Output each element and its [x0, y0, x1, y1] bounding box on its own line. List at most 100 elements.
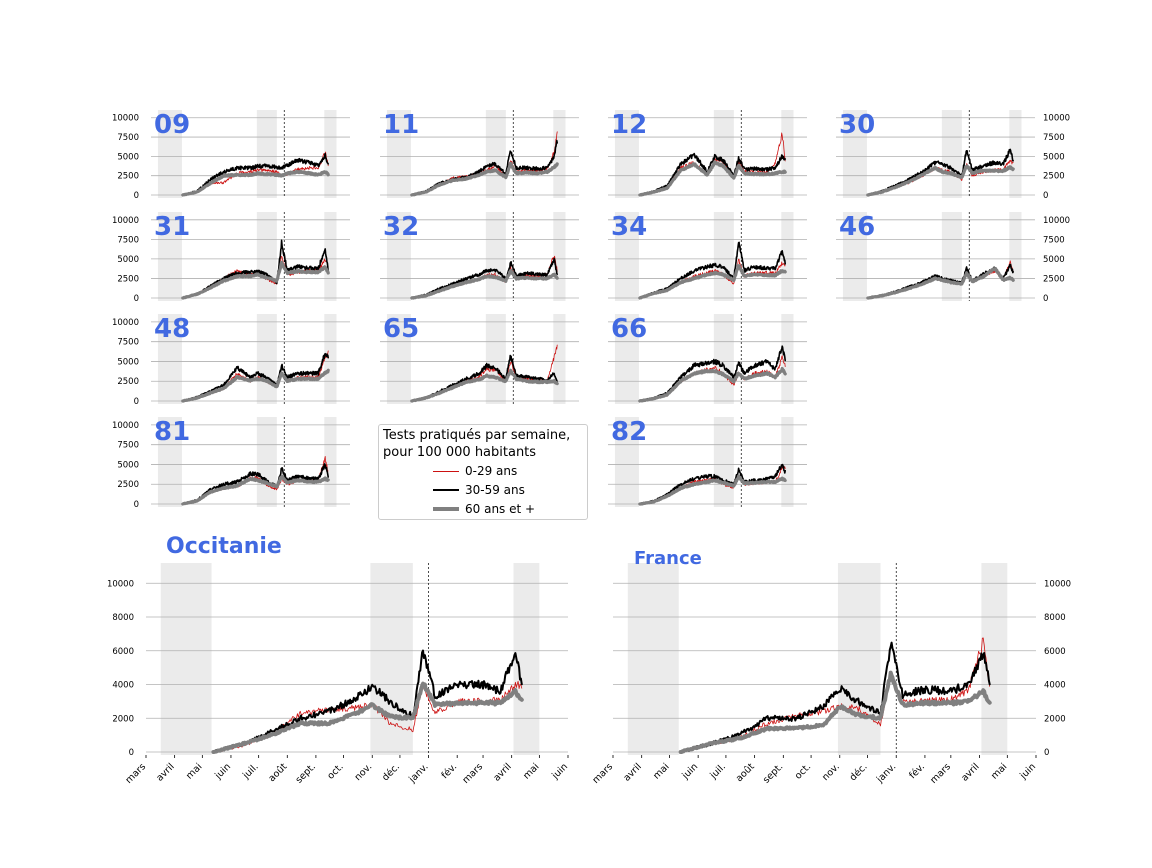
x-tick-label-occitanie-15: juin [549, 761, 570, 782]
y-tick-label-48-2500: 2500 [117, 377, 139, 387]
legend-title-line1: Tests pratiqués par semaine, [383, 428, 571, 443]
panel-title-30: 30 [839, 110, 875, 140]
y-tick-label-48-5000: 5000 [117, 357, 139, 367]
panel-title-32: 32 [383, 212, 419, 242]
y-tick-label-31-10000: 10000 [112, 216, 139, 226]
lockdown-shade-09-2 [256, 110, 277, 198]
y-tick-label-france-0: 0 [1044, 748, 1049, 758]
y-tick-label-46-10000: 10000 [1043, 216, 1070, 226]
y-tick-label-46-0: 0 [1043, 294, 1048, 304]
panel-30: 0 2500 5000 7500 10000 30 [836, 110, 1070, 201]
x-tick-label-france-14: mai [989, 761, 1009, 781]
x-tick-label-occitanie-10: janv. [406, 761, 430, 785]
x-tick-label-france-12: mars [928, 761, 953, 786]
y-tick-label-81-5000: 5000 [117, 460, 139, 470]
panel-12: 12 [608, 110, 807, 198]
panel-title-31: 31 [154, 212, 190, 242]
y-tick-label-81-7500: 7500 [117, 441, 139, 451]
panel-11: 11 [380, 110, 579, 198]
lockdown-shade-65-2 [485, 314, 506, 404]
series-line-30-30-59-ans [867, 148, 1014, 196]
legend-label-30-59: 30-59 ans [465, 483, 525, 497]
y-tick-label-09-10000: 10000 [112, 114, 139, 124]
lockdown-shade-32-3 [553, 212, 566, 301]
y-tick-label-france-4000: 4000 [1044, 681, 1066, 691]
panel-46: 0 2500 5000 7500 10000 46 [836, 212, 1070, 304]
series-line-09-30-59-ans [182, 152, 329, 196]
x-tick-label-occitanie-4: juil. [240, 761, 260, 781]
y-tick-label-48-0: 0 [134, 397, 139, 407]
x-tick-label-occitanie-7: oct. [325, 761, 345, 781]
y-tick-label-48-10000: 10000 [112, 318, 139, 328]
y-tick-label-30-0: 0 [1043, 191, 1048, 201]
x-tick-label-occitanie-8: nov. [353, 761, 375, 783]
panel-title-34: 34 [611, 212, 647, 242]
x-tick-label-france-1: avril [621, 761, 643, 783]
series-line-81-60-ans-et- [181, 474, 330, 506]
lockdown-shade-11-2 [485, 110, 506, 198]
x-tick-label-occitanie-0: mars [123, 761, 148, 786]
panel-title-occitanie: Occitanie [166, 534, 282, 559]
lockdown-shade-occitanie-3 [513, 563, 540, 755]
y-tick-label-france-2000: 2000 [1044, 714, 1066, 724]
panel-65: 65 [380, 314, 579, 404]
y-tick-label-30-7500: 7500 [1043, 133, 1065, 143]
series-line-occitanie-60-ans-et- [211, 681, 524, 754]
y-tick-label-france-8000: 8000 [1044, 613, 1066, 623]
lockdown-shade-46-3 [1009, 212, 1022, 301]
series-line-66-60-ans-et- [638, 366, 787, 403]
series-line-12-60-ans-et- [638, 160, 787, 197]
panel-66: 66 [608, 314, 807, 404]
x-tick-label-occitanie-9: déc. [380, 761, 402, 783]
panel-82: 82 [608, 417, 807, 507]
lockdown-shade-48-2 [256, 314, 277, 404]
series-line-france-60-ans-et- [678, 670, 992, 754]
y-tick-label-81-0: 0 [134, 500, 139, 510]
lockdown-shade-32-2 [485, 212, 506, 301]
series-line-46-60-ans-et- [866, 267, 1015, 300]
series-line-31-60-ans-et- [181, 260, 330, 300]
panel-title-france: France [634, 548, 702, 569]
panel-title-12: 12 [611, 110, 647, 140]
x-tick-label-france-11: fév. [907, 761, 927, 781]
panel-title-81: 81 [154, 417, 190, 447]
x-tick-label-france-7: oct. [793, 761, 813, 781]
panel-title-82: 82 [611, 417, 647, 447]
x-tick-label-occitanie-2: mai [184, 761, 204, 781]
y-tick-label-occitanie-6000: 6000 [112, 647, 134, 657]
x-tick-label-france-6: sept. [761, 761, 785, 785]
y-tick-label-31-2500: 2500 [117, 274, 139, 284]
lockdown-shade-occitanie-2 [370, 563, 413, 755]
series-line-32-30-59-ans [411, 257, 558, 299]
panel-title-48: 48 [154, 314, 190, 344]
x-tick-label-france-8: nov. [820, 761, 842, 783]
y-tick-label-30-10000: 10000 [1043, 114, 1070, 124]
y-tick-label-31-0: 0 [134, 294, 139, 304]
lockdown-shade-occitanie-1 [160, 563, 212, 755]
panel-81: 0 2500 5000 7500 10000 81 [112, 417, 350, 510]
y-tick-label-occitanie-0: 0 [129, 748, 134, 758]
x-tick-label-france-0: mars [590, 761, 615, 786]
series-line-65-0-29-ans [411, 344, 558, 402]
series-line-france-30-59-ans [679, 641, 991, 753]
x-tick-label-france-13: avril [959, 761, 981, 783]
series-line-12-30-59-ans [639, 152, 786, 196]
x-tick-label-occitanie-11: fév. [439, 761, 459, 781]
x-tick-label-occitanie-1: avril [154, 761, 176, 783]
y-tick-label-30-2500: 2500 [1043, 172, 1065, 182]
y-tick-label-france-10000: 10000 [1044, 579, 1071, 589]
y-tick-label-30-5000: 5000 [1043, 152, 1065, 162]
x-tick-label-france-15: juin [1017, 761, 1038, 782]
y-tick-label-09-5000: 5000 [117, 152, 139, 162]
lockdown-shade-30-2 [941, 110, 962, 198]
series-line-32-60-ans-et- [410, 268, 559, 300]
lockdown-shade-france-1 [627, 563, 679, 755]
y-tick-label-france-6000: 6000 [1044, 647, 1066, 657]
x-tick-label-france-5: août [734, 761, 757, 784]
x-tick-label-occitanie-5: août [266, 761, 289, 784]
series-line-11-60-ans-et- [410, 161, 559, 197]
x-tick-label-france-10: janv. [874, 761, 898, 785]
panel-title-11: 11 [383, 110, 419, 140]
y-tick-label-31-7500: 7500 [117, 235, 139, 245]
